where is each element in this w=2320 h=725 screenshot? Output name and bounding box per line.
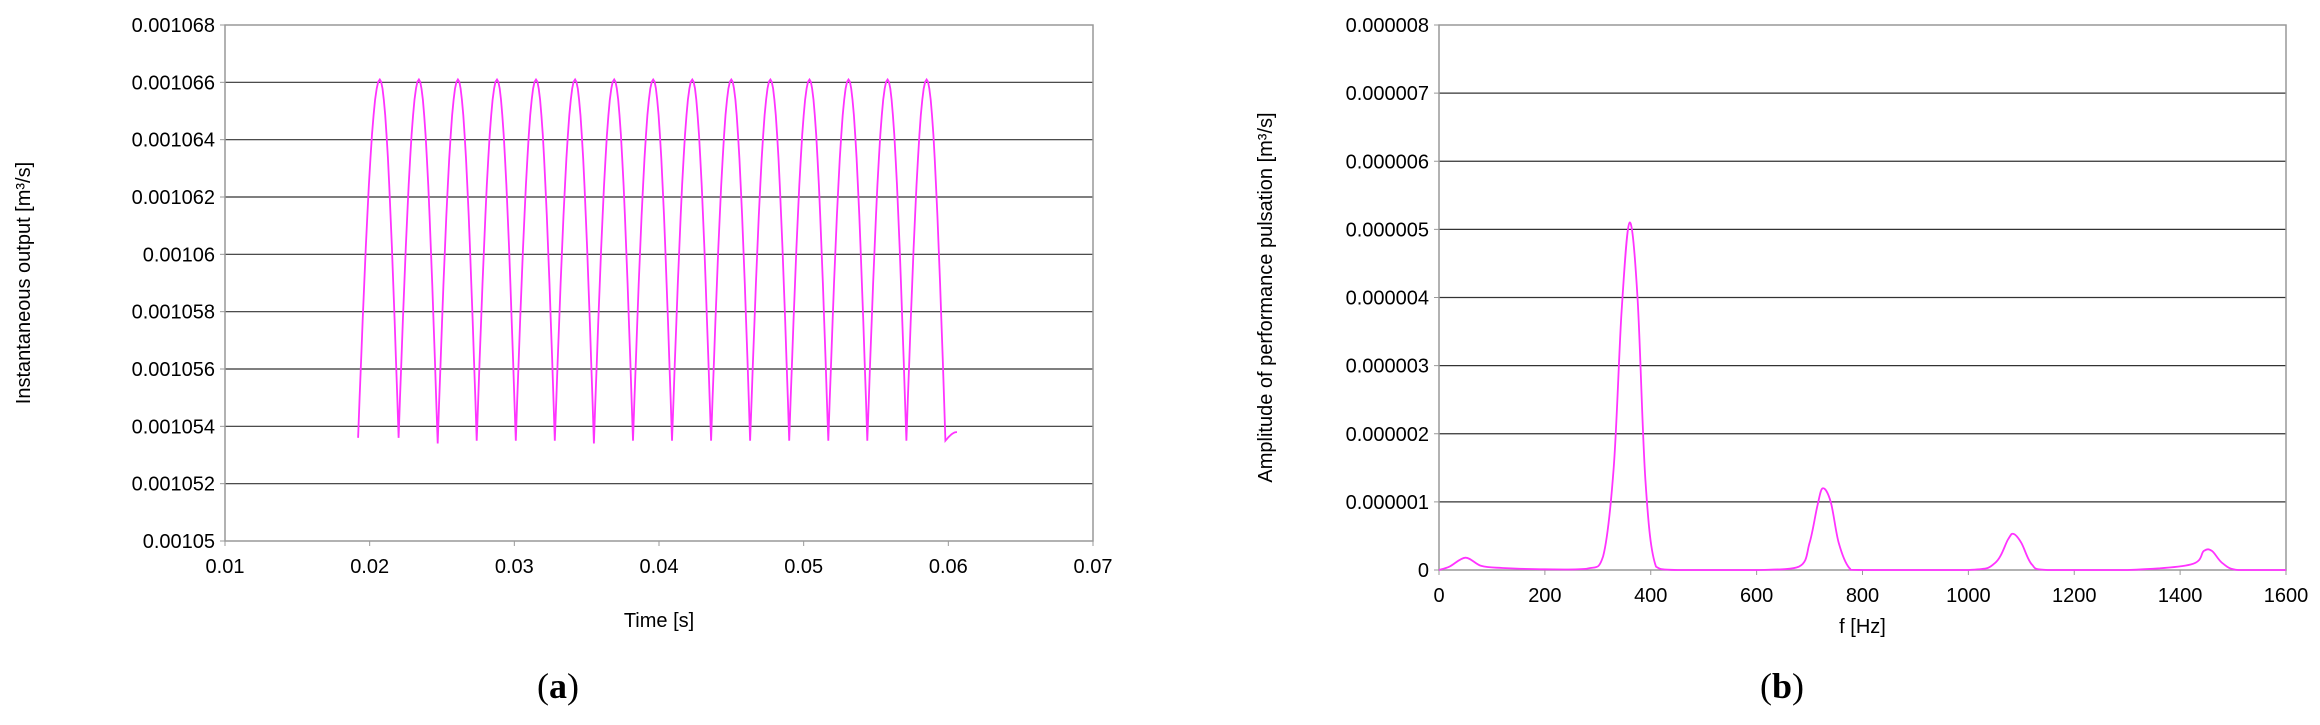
chart-a-gridlines: [225, 81, 1093, 485]
x-tick-label: 800: [1846, 585, 1879, 607]
y-tick-label: 0.001062: [132, 187, 215, 209]
chart-b-series-line: [1438, 221, 2286, 571]
y-tick-label: 0.001052: [132, 474, 215, 496]
y-tick-label: 0: [1418, 560, 1429, 582]
chart-b-caption-open: (: [1760, 666, 1772, 706]
chart-a-series-line: [357, 77, 957, 444]
x-tick-label: 0.05: [784, 556, 823, 578]
chart-a-y-tick-labels: 0.00105 0.001052 0.001054 0.001056 0.001058 0…: [132, 15, 225, 553]
chart-b-x-tick-labels: 0 200 400 600 800 1000 1200 1400 1600: [1433, 570, 2308, 607]
x-tick-label: 1400: [2158, 585, 2203, 607]
chart-b-x-axis-label: f [Hz]: [1839, 616, 1886, 638]
chart-a-x-tick-labels: 0.01 0.02 0.03 0.04 0.05 0.06 0.07: [206, 541, 1113, 578]
y-tick-label: 0.000002: [1346, 424, 1429, 446]
chart-a-caption-letter: a: [549, 666, 567, 706]
chart-b-gridlines: [1439, 92, 2286, 503]
x-tick-label: 0.01: [206, 556, 245, 578]
y-tick-label: 0.001064: [132, 130, 215, 152]
chart-b-y-axis-label: Amplitude of performance pulsation [m³/s…: [1255, 112, 1277, 482]
x-tick-label: 1600: [2264, 585, 2309, 607]
x-tick-label: 200: [1528, 585, 1561, 607]
chart-a-caption: (a): [537, 666, 579, 706]
x-tick-label: 1000: [1946, 585, 1991, 607]
x-tick-label: 400: [1634, 585, 1667, 607]
x-tick-label: 0.06: [929, 556, 968, 578]
chart-a-instantaneous-output: 0.00105 0.001052 0.001054 0.001056 0.001058 0…: [13, 15, 1112, 706]
x-tick-label: 1200: [2052, 585, 2097, 607]
chart-a-caption-close: ): [567, 666, 579, 706]
y-tick-label: 0.001068: [132, 15, 215, 37]
chart-a-plot-frame: [224, 24, 1094, 542]
y-tick-label: 0.001066: [132, 72, 215, 94]
chart-b-caption-letter: b: [1772, 666, 1792, 706]
x-tick-label: 0.03: [495, 556, 534, 578]
x-tick-label: 600: [1740, 585, 1773, 607]
y-tick-label: 0.000004: [1346, 288, 1429, 310]
chart-b-caption: (b): [1760, 666, 1804, 706]
y-tick-label: 0.00105: [143, 531, 215, 553]
y-tick-label: 0.000006: [1346, 151, 1429, 173]
y-tick-label: 0.001058: [132, 302, 215, 324]
y-tick-label: 0.000001: [1346, 492, 1429, 514]
y-tick-label: 0.000007: [1346, 83, 1429, 105]
y-tick-label: 0.000003: [1346, 356, 1429, 378]
chart-a-caption-open: (: [537, 666, 549, 706]
x-tick-label: 0.02: [350, 556, 389, 578]
y-tick-label: 0.001054: [132, 416, 215, 438]
chart-b-caption-close: ): [1792, 666, 1804, 706]
y-tick-label: 0.001056: [132, 359, 215, 381]
chart-a-x-axis-label: Time [s]: [624, 610, 694, 632]
y-tick-label: 0.00106: [143, 244, 215, 266]
x-tick-label: 0: [1433, 585, 1444, 607]
chart-b-pulsation-amplitude: 0 0.000001 0.000002 0.000003 0.000004 0.00000…: [1255, 15, 2308, 706]
chart-b-y-tick-labels: 0 0.000001 0.000002 0.000003 0.000004 0.00000…: [1346, 15, 1439, 582]
y-tick-label: 0.000008: [1346, 15, 1429, 37]
x-tick-label: 0.04: [640, 556, 679, 578]
x-tick-label: 0.07: [1074, 556, 1113, 578]
y-tick-label: 0.000005: [1346, 219, 1429, 241]
chart-a-y-axis-label: Instantaneous output [m³/s]: [13, 162, 35, 404]
